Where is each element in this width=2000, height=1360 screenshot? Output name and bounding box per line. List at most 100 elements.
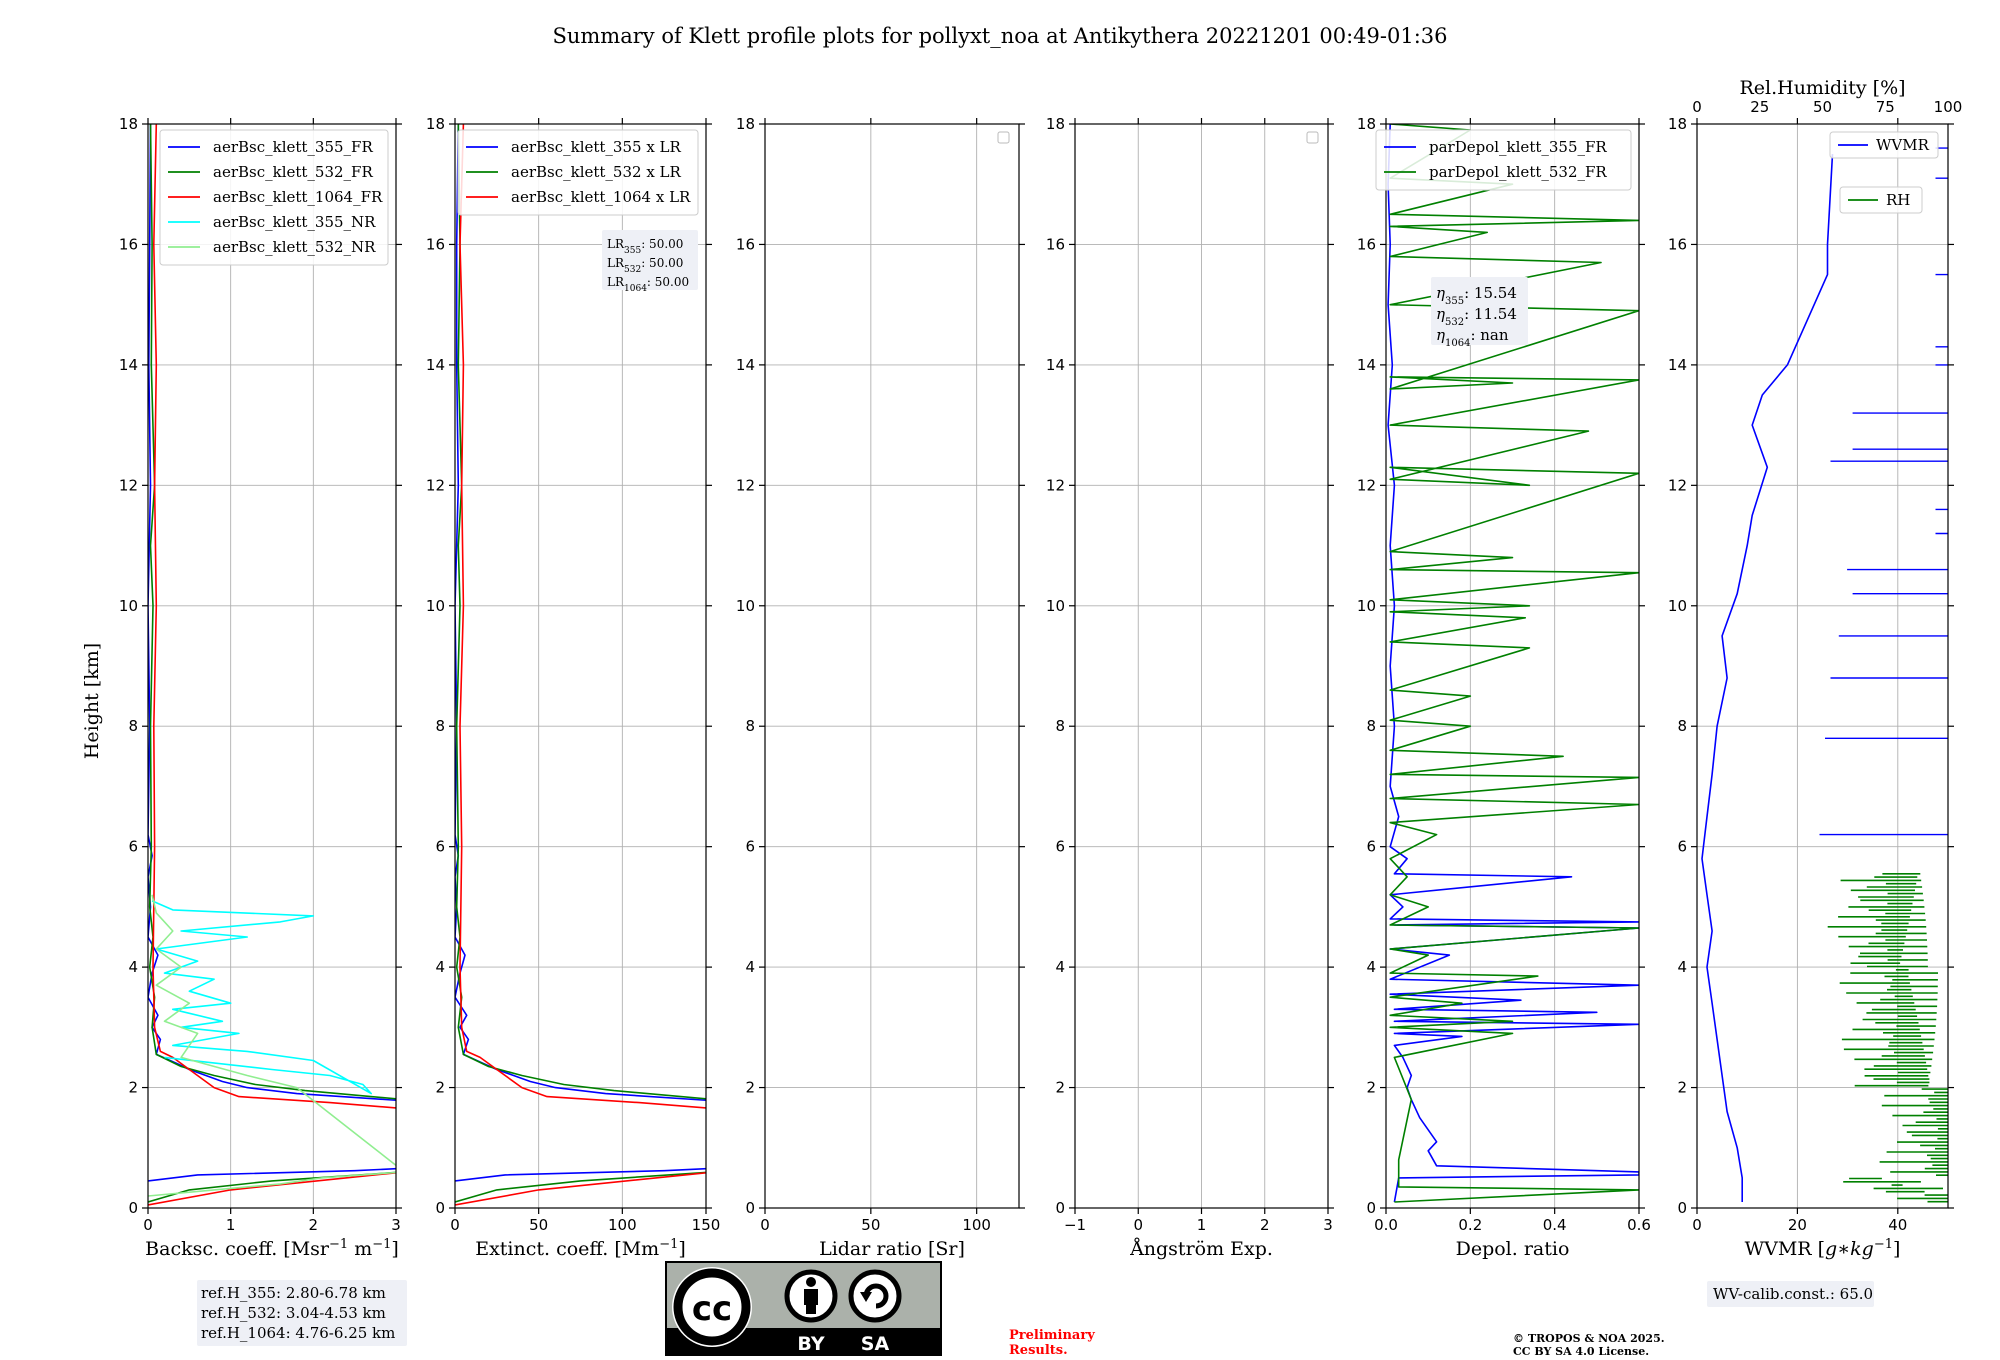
tick-label-x: 150: [692, 1216, 721, 1234]
tick-label-y: 4: [128, 958, 138, 976]
series-line-aerBsc_klett_1064_FR: [148, 124, 396, 1206]
grid-bsc: [147, 123, 397, 1209]
tick-label-x: 0.4: [1543, 1216, 1567, 1234]
tick-label-y: 0: [435, 1199, 445, 1217]
axes-frame-bsc: [147, 123, 397, 1209]
tick-label-x: −1: [1064, 1216, 1086, 1234]
legend-label: aerBsc_klett_532 x LR: [511, 163, 682, 181]
tick-label-x: 3: [1323, 1216, 1333, 1234]
tick-label-y: 18: [119, 115, 138, 133]
tick-label-y: 6: [1366, 838, 1376, 856]
tick-label-y: 8: [1366, 717, 1376, 735]
tick-label-y: 8: [1055, 717, 1065, 735]
tick-label-y: 6: [435, 838, 445, 856]
x-axis-label-lr: Lidar ratio [Sr]: [819, 1238, 965, 1260]
tick-label-x: 2: [1260, 1216, 1270, 1234]
tick-label-y: 10: [1357, 597, 1376, 615]
wv-calib-box: WV-calib.const.: 65.0: [1707, 1281, 1874, 1307]
tick-label-y: 14: [736, 356, 755, 374]
legend-label: aerBsc_klett_1064 x LR: [511, 188, 691, 206]
tick-label-x: 100: [962, 1216, 991, 1234]
series-line-aerBsc_klett_532_FR: [148, 124, 396, 1203]
tick-label-y: 8: [1677, 717, 1687, 735]
legend-label: aerBsc_klett_532_NR: [213, 238, 376, 256]
ticks-dep: 0.0 0.2 0.4 0.6 0 2 4 6 8 10 12 14 16 18: [1357, 115, 1651, 1234]
legend-label: aerBsc_klett_355_NR: [213, 213, 376, 231]
tick-label-y: 12: [426, 476, 445, 494]
series-group-bsc: [148, 124, 396, 1206]
tick-label-y: 10: [736, 597, 755, 615]
tick-label-y: 18: [1046, 115, 1065, 133]
tick-label-x: 1: [226, 1216, 236, 1234]
tick-label-y: 10: [1046, 597, 1065, 615]
tick-label-y: 4: [435, 958, 445, 976]
tick-label-y: 18: [736, 115, 755, 133]
tick-label-x: 40: [1888, 1216, 1907, 1234]
series-group-ext: [455, 124, 706, 1206]
y-axis-label: Height [km]: [81, 643, 103, 759]
ref-height-355: ref.H_355: 2.80-6.78 km: [201, 1284, 386, 1302]
tick-label-y: 16: [1046, 235, 1065, 253]
legend-label: aerBsc_klett_355_FR: [213, 138, 373, 156]
tick-label-y: 6: [1677, 838, 1687, 856]
tick-label-y: 10: [426, 597, 445, 615]
tick-label-y: 2: [1366, 1079, 1376, 1097]
x-axis-label-bsc: Backsc. coeff. [Msr−1 m−1]: [145, 1237, 399, 1261]
tick-label-y: 14: [119, 356, 138, 374]
tick-label-x: 0.6: [1627, 1216, 1651, 1234]
tick-label-y: 14: [1668, 356, 1687, 374]
eta-value-1064: η1064: nan: [1436, 326, 1509, 349]
tick-label-y: 12: [1046, 476, 1065, 494]
tick-label-x: 0: [143, 1216, 153, 1234]
x-axis-label-ang: Ångström Exp.: [1129, 1238, 1273, 1260]
series-line-aerBsc_klett_355 x LR: [455, 124, 706, 1182]
tick-label-y: 6: [1055, 838, 1065, 856]
figure-title: Summary of Klett profile plots for polly…: [552, 24, 1447, 48]
tick-label-x: 0: [1133, 1216, 1143, 1234]
tick-label-y: 6: [745, 838, 755, 856]
axes-frame-wv: [1696, 123, 1949, 1209]
cc-icon: [673, 1268, 751, 1346]
legend-label: parDepol_klett_532_FR: [1429, 163, 1607, 181]
top-tick-label: 50: [1813, 98, 1832, 116]
tick-label-y: 4: [745, 958, 755, 976]
legend-label: parDepol_klett_355_FR: [1429, 138, 1607, 156]
legend-ext: aerBsc_klett_355 x LR aerBsc_klett_532 x …: [457, 129, 699, 216]
panel-dep: 0.0 0.2 0.4 0.6 0 2 4 6 8 10 12 14 16 18 Depol. ratio p…: [1357, 115, 1651, 1260]
series-line-aerBsc_klett_355_FR: [148, 124, 396, 1182]
tick-label-y: 12: [119, 476, 138, 494]
tick-label-x: 0.2: [1458, 1216, 1482, 1234]
legend-bsc: aerBsc_klett_355_FR aerBsc_klett_532_FRae…: [159, 129, 389, 266]
tick-label-x: 0.0: [1374, 1216, 1398, 1234]
tick-label-x: 2: [309, 1216, 319, 1234]
series-line-parDepol_klett_355_FR: [1387, 124, 1639, 1203]
preliminary-line-2: Results.: [1009, 1343, 1068, 1358]
tick-label-y: 2: [435, 1079, 445, 1097]
tick-label-x: 0: [450, 1216, 460, 1234]
copyright-line-1: © TROPOS & NOA 2025.: [1513, 1332, 1665, 1345]
tick-label-y: 18: [426, 115, 445, 133]
wv-calib-text: WV-calib.const.: 65.0: [1713, 1285, 1873, 1303]
series-line-aerBsc_klett_1064 x LR: [455, 124, 706, 1206]
tick-label-x: 100: [608, 1216, 637, 1234]
eta-value-532: η532: 11.54: [1436, 305, 1517, 328]
tick-label-y: 0: [1677, 1199, 1687, 1217]
reference-height-box: ref.H_355: 2.80-6.78 km ref.H_532: 3.04-…: [197, 1280, 407, 1346]
tick-label-y: 8: [435, 717, 445, 735]
panel-lr: 0 50 100 0 2 4 6 8 10 12 14 16 18 Lidar ratio [Sr]: [736, 115, 1025, 1260]
tick-label-y: 10: [119, 597, 138, 615]
tick-label-y: 8: [128, 717, 138, 735]
tick-label-x: 3: [391, 1216, 401, 1234]
cc-license-badge: cc BY SA: [665, 1261, 942, 1356]
legend-rh: RH: [1839, 186, 1923, 214]
tick-label-y: 18: [1668, 115, 1687, 133]
legend-label: aerBsc_klett_532_FR: [213, 163, 373, 181]
tick-label-y: 0: [1366, 1199, 1376, 1217]
